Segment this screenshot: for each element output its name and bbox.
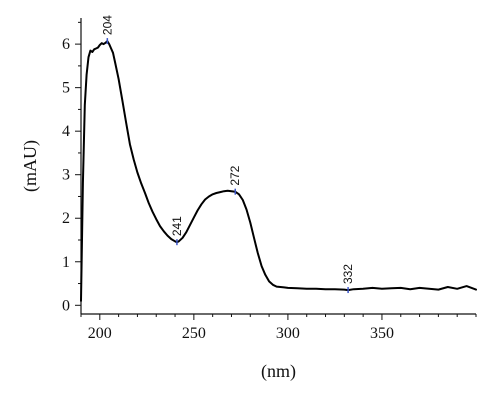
peak-label: 241	[170, 216, 184, 236]
peak-label: 204	[100, 15, 114, 35]
y-tick-label: 5	[62, 80, 70, 97]
x-ticks: 200 250 300 350	[80, 314, 477, 342]
x-axis-title: (nm)	[261, 361, 296, 382]
y-axis-title: (mAU)	[20, 140, 41, 192]
y-tick-label: 0	[62, 297, 70, 314]
x-tick-label: 200	[88, 325, 112, 342]
y-ticks: 0 1 2 3 4 5 6	[62, 21, 81, 314]
peak-annotations: 204 241 272 332	[100, 15, 355, 294]
y-tick-label: 4	[62, 123, 70, 140]
peak-label: 272	[228, 165, 242, 185]
x-tick-label: 300	[276, 325, 300, 342]
x-tick-label: 350	[370, 325, 394, 342]
y-tick-label: 1	[62, 254, 70, 271]
y-tick-label: 6	[62, 36, 70, 53]
y-tick-label: 2	[62, 210, 70, 227]
y-tick-label: 3	[62, 167, 70, 184]
x-tick-label: 250	[182, 325, 206, 342]
peak-label: 332	[341, 264, 355, 284]
spectrum-line	[80, 40, 477, 302]
axes	[80, 18, 476, 315]
